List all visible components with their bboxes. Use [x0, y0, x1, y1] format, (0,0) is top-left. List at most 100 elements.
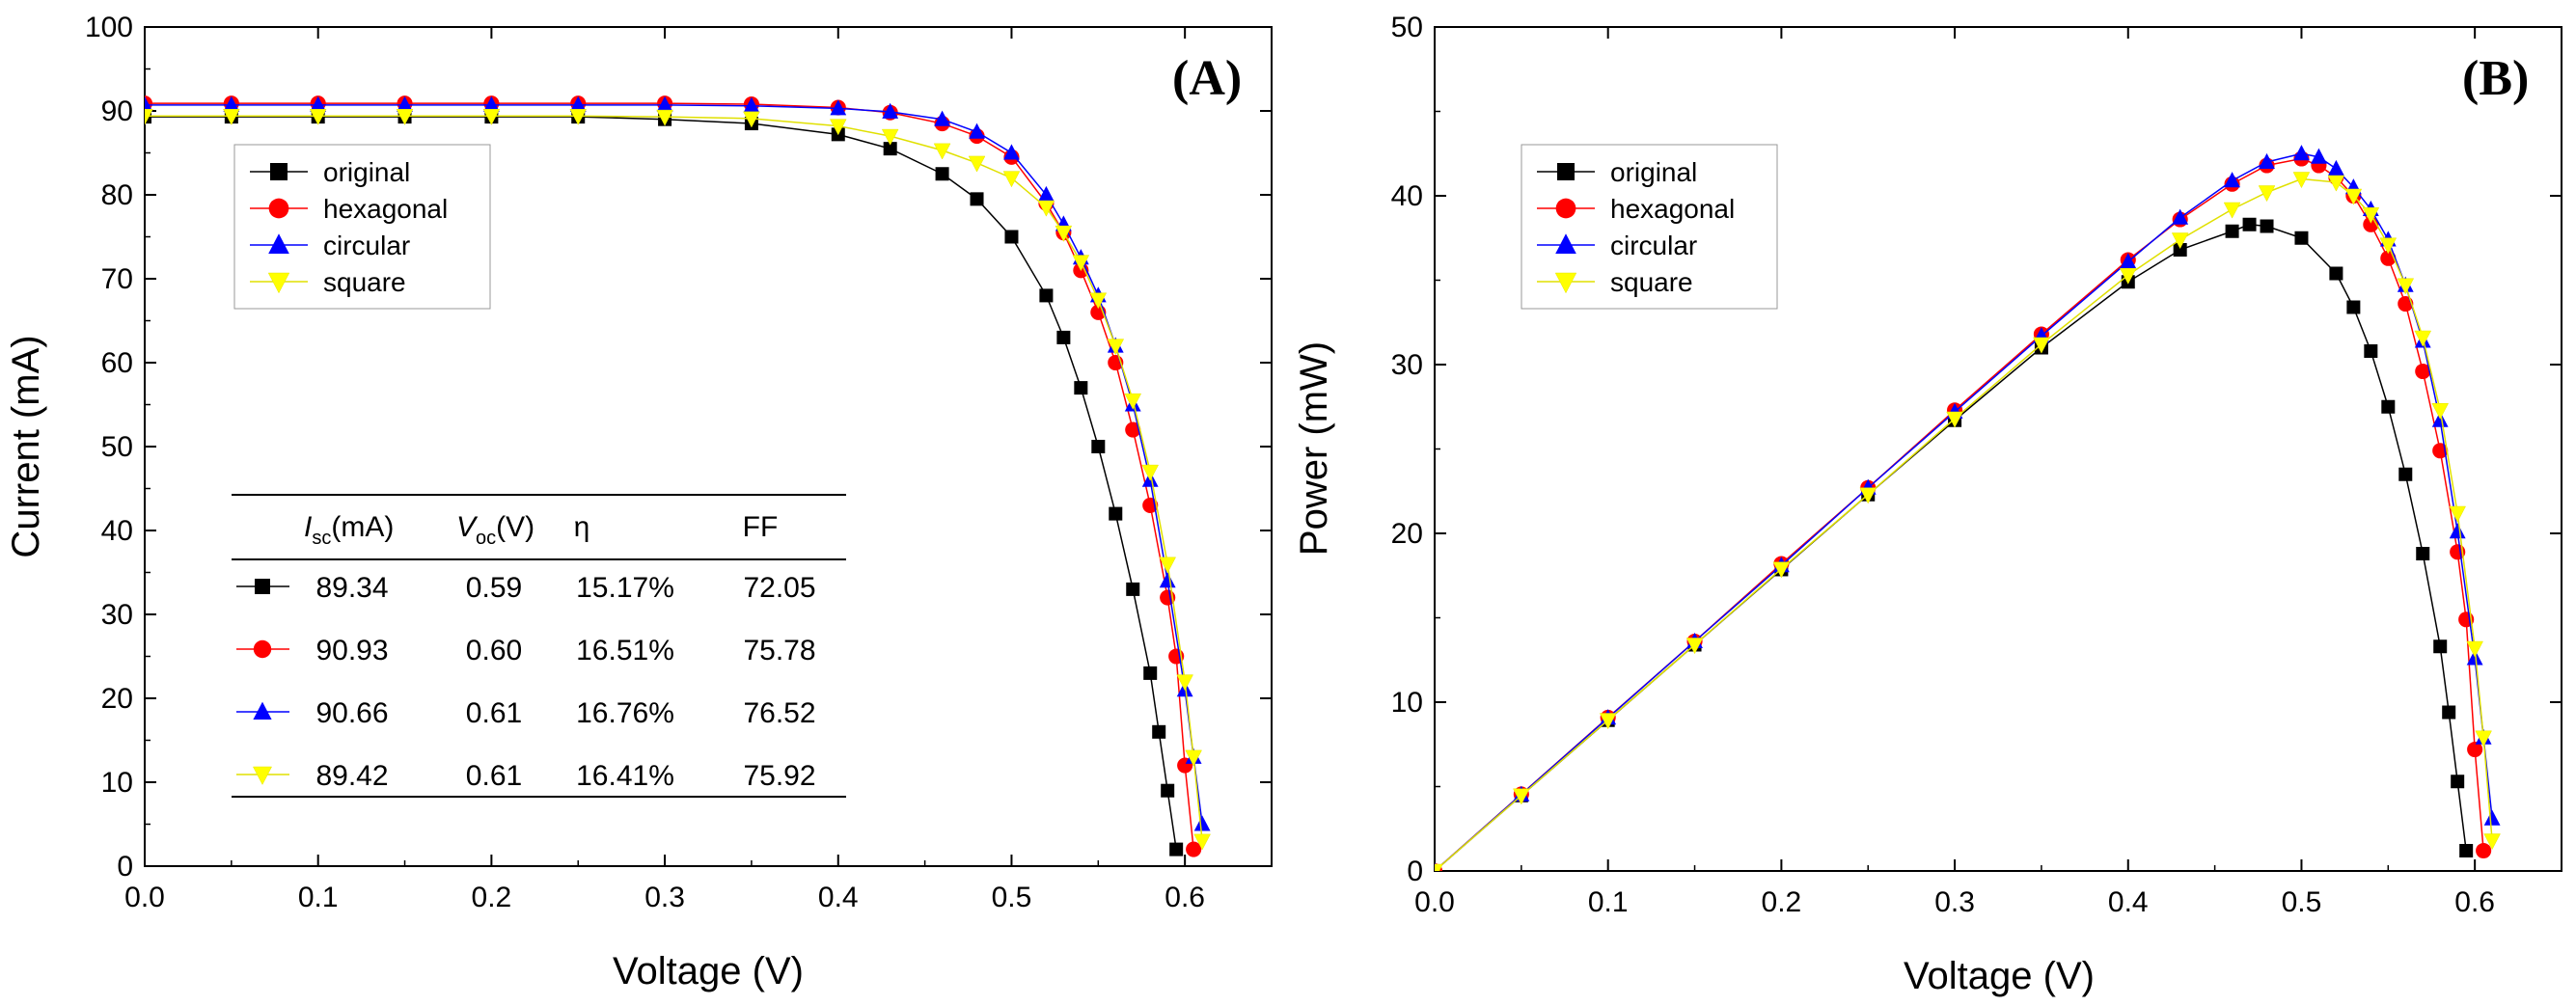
data-point — [223, 95, 240, 112]
data-point — [1159, 557, 1176, 574]
data-point — [2344, 188, 2363, 205]
legend-label: hexagonal — [323, 194, 448, 224]
data-point — [1126, 582, 1140, 596]
x-axis-label: Voltage (V) — [613, 950, 804, 992]
data-point — [223, 108, 240, 125]
legend-marker — [1554, 272, 1577, 294]
data-point — [1055, 225, 1073, 242]
data-point — [309, 108, 327, 125]
data-point — [934, 110, 950, 126]
data-point — [1159, 572, 1176, 588]
legend-item-circular: circular — [250, 231, 410, 260]
x-tick-label: 0.6 — [2454, 886, 2495, 918]
x-tick-label: 0.1 — [1588, 886, 1629, 918]
legend-marker — [1555, 198, 1576, 219]
table-cell-ff: 75.92 — [743, 760, 815, 792]
data-point — [2483, 833, 2501, 851]
data-point — [881, 128, 899, 146]
data-point — [2172, 208, 2189, 225]
data-point — [1091, 440, 1106, 453]
data-point — [1859, 487, 1877, 504]
y-axis-label: Power (mW) — [1293, 341, 1335, 556]
legend-label: square — [1610, 267, 1693, 297]
y-tick-label: 0 — [117, 851, 133, 883]
data-point — [2362, 207, 2380, 224]
data-point — [569, 95, 587, 112]
y-tick-label: 50 — [1391, 12, 1423, 43]
data-point — [2225, 224, 2239, 238]
y-axis-ticks: 0 10 20 30 40 50 — [1391, 12, 2562, 887]
data-point — [2171, 232, 2189, 250]
table-cell-eta: 16.76% — [576, 697, 674, 729]
data-point — [2260, 219, 2274, 233]
data-point — [2398, 467, 2413, 481]
data-point — [2292, 172, 2311, 189]
table-header-isc: Isc(mA) — [304, 511, 394, 549]
data-point — [1109, 506, 1123, 521]
data-point — [569, 108, 588, 125]
y-tick-label: 40 — [1391, 180, 1423, 212]
data-point — [882, 102, 899, 119]
series-line-square — [1435, 177, 2493, 871]
data-point — [656, 109, 673, 126]
table-cell-eta: 15.17% — [576, 572, 674, 604]
table-cell-isc: 89.34 — [315, 572, 388, 604]
legend-item-hexagonal: hexagonal — [1537, 194, 1735, 224]
y-tick-label: 0 — [1407, 856, 1423, 887]
data-point — [2224, 172, 2240, 188]
data-point — [2120, 253, 2137, 269]
legend-item-hexagonal: hexagonal — [250, 194, 448, 224]
data-point — [2397, 278, 2415, 295]
data-point — [145, 95, 153, 112]
series-line-square — [145, 115, 1203, 841]
data-point — [2433, 639, 2448, 654]
data-point — [743, 96, 760, 113]
legend-marker — [268, 198, 289, 219]
table-cell-ff: 75.78 — [743, 635, 815, 666]
data-point — [1107, 339, 1125, 356]
data-point — [482, 108, 501, 125]
parameter-table: Isc(mA) Voc(V) η FF 89.34 0.59 15.17% 72.05… — [232, 494, 846, 798]
data-point — [2328, 159, 2344, 176]
data-point — [935, 167, 949, 181]
data-point — [1038, 185, 1055, 202]
legend-label: hexagonal — [1610, 194, 1735, 224]
y-axis-label: Current (mA) — [5, 335, 47, 557]
data-point — [1141, 464, 1160, 481]
table-cell-voc: 0.61 — [466, 760, 522, 792]
data-point — [2467, 741, 2483, 758]
data-point — [2449, 505, 2466, 523]
data-point — [1004, 230, 1019, 244]
y-tick-label: 10 — [1391, 687, 1423, 719]
series-line-hexagonal — [145, 102, 1194, 850]
table-rows: 89.34 0.59 15.17% 72.05 90.93 0.60 16.51% 75.78… — [236, 572, 816, 792]
legend: original hexagonal circular square — [233, 144, 491, 310]
table-header-ff: FF — [743, 511, 779, 543]
data-point — [2379, 237, 2398, 255]
table-row-marker — [253, 701, 272, 720]
data-point — [2258, 185, 2276, 203]
legend-label: circular — [1610, 231, 1697, 260]
data-point — [2327, 175, 2345, 192]
x-tick-label: 0.6 — [1165, 882, 1205, 913]
x-axis-ticks: 0.0 0.1 0.2 0.3 0.4 0.5 0.6 — [124, 27, 1273, 913]
table-cell-voc: 0.61 — [466, 697, 522, 729]
y-tick-label: 10 — [101, 767, 133, 799]
legend-marker — [1555, 233, 1576, 254]
x-tick-label: 0.1 — [298, 882, 339, 913]
y-tick-label: 30 — [1391, 349, 1423, 381]
x-tick-label: 0.2 — [1762, 886, 1802, 918]
series-square — [1435, 172, 2501, 871]
data-point — [1002, 171, 1021, 188]
y-tick-label: 20 — [101, 683, 133, 715]
data-point — [1037, 200, 1055, 217]
legend-marker — [1557, 163, 1575, 180]
data-point — [2173, 243, 2187, 257]
data-point — [310, 95, 327, 112]
data-point — [2475, 730, 2492, 748]
legend-label: original — [1610, 157, 1697, 187]
data-point — [2381, 399, 2396, 414]
x-tick-label: 0.0 — [124, 882, 165, 913]
data-point — [2431, 403, 2450, 420]
